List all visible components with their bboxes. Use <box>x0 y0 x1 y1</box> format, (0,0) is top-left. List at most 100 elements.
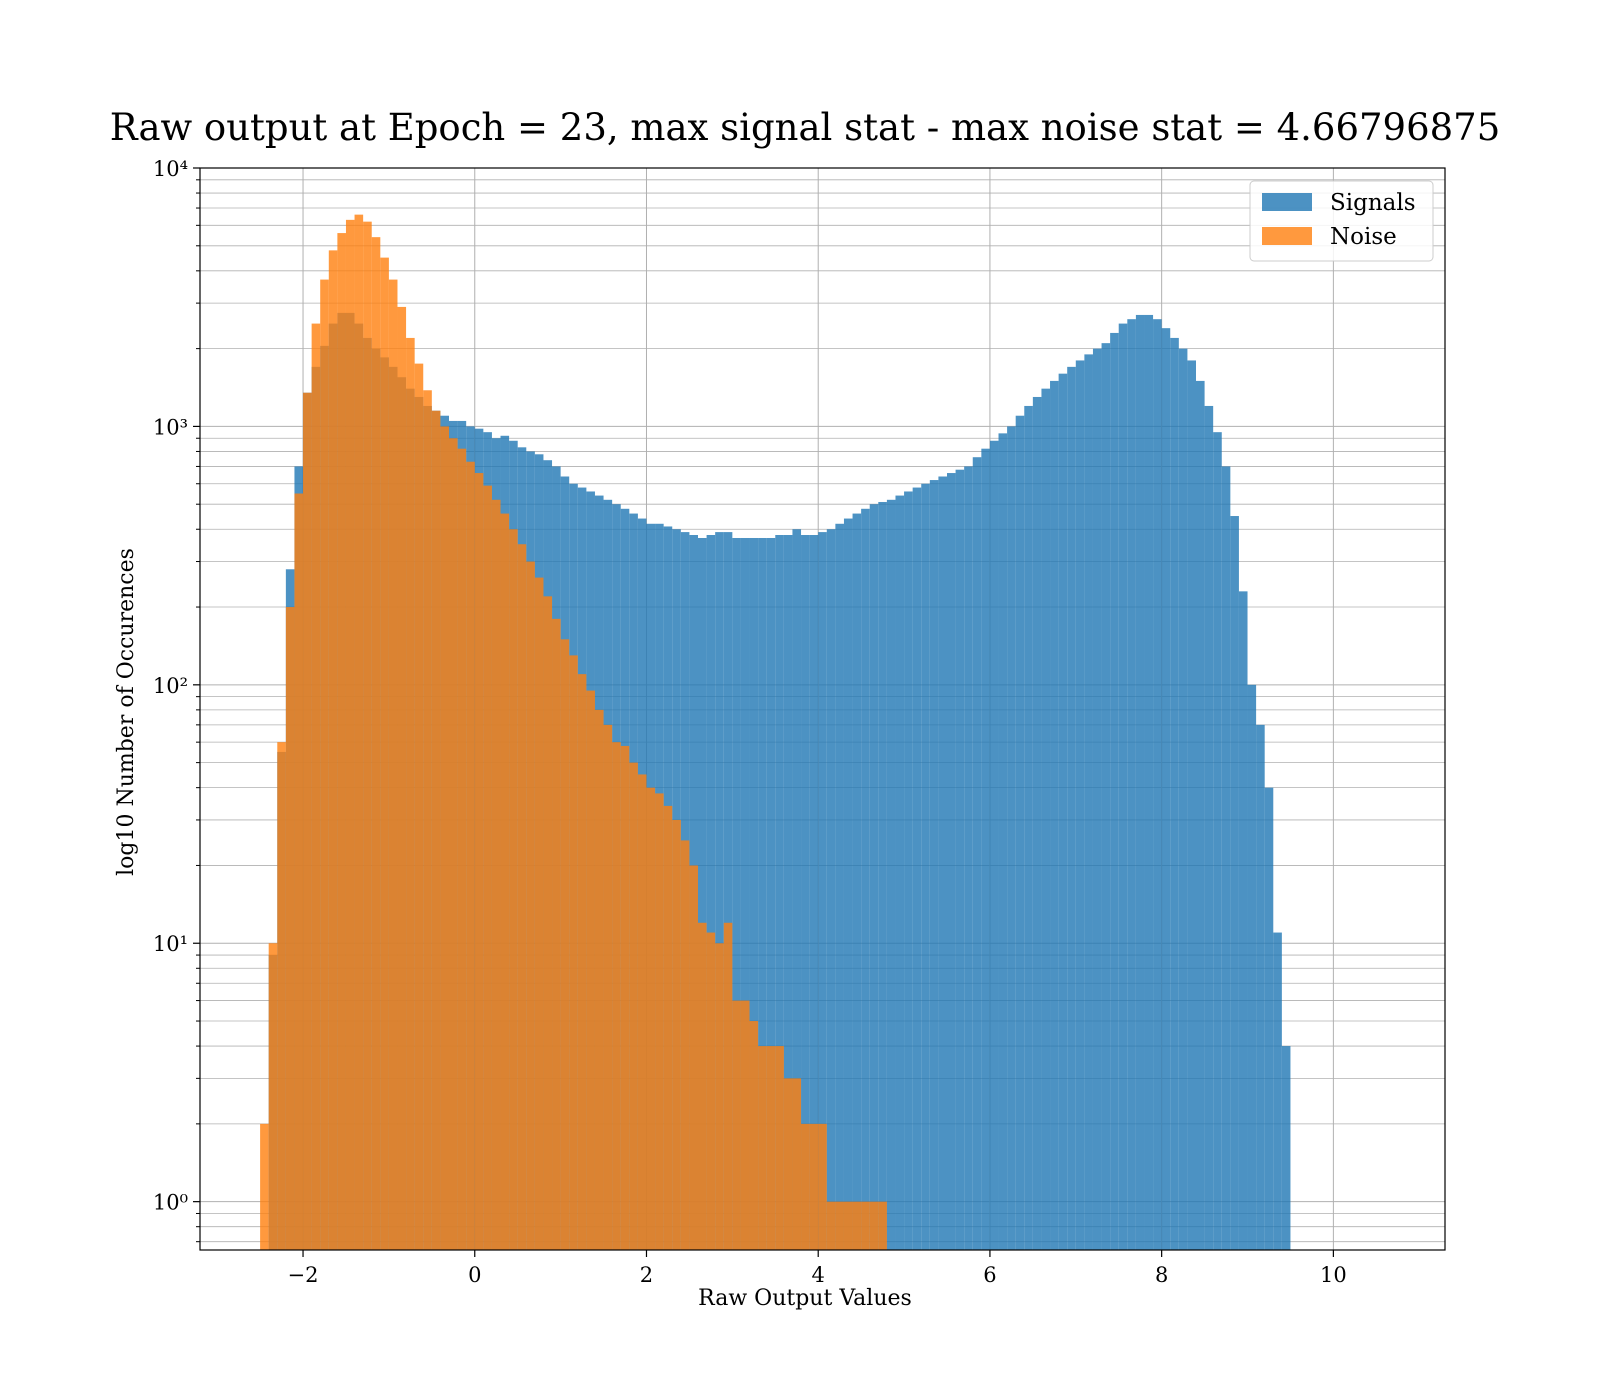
noise-bar <box>345 219 355 1250</box>
x-tick-label: 2 <box>640 1263 653 1287</box>
signals-bar <box>1092 348 1102 1251</box>
noise-bar <box>723 922 733 1250</box>
signals-bar <box>921 483 930 1250</box>
noise-bar <box>603 724 613 1250</box>
noise-bar <box>294 493 304 1250</box>
signals-bar <box>723 532 733 1250</box>
noise-bar <box>543 596 553 1250</box>
noise-bar <box>449 438 458 1250</box>
noise-bar <box>380 257 389 1250</box>
signals-bar <box>1101 343 1111 1251</box>
signals-bar <box>1221 466 1231 1250</box>
noise-bar <box>783 1078 793 1250</box>
noise-bar <box>534 577 544 1250</box>
signals-bar <box>852 513 862 1250</box>
y-axis-label: log10 Number of Occurences <box>114 548 139 876</box>
signals-bar <box>1015 415 1025 1250</box>
x-tick-label: 4 <box>812 1263 825 1287</box>
signals-bar <box>843 518 853 1250</box>
noise-bar <box>552 618 561 1250</box>
signals-bar <box>1213 432 1222 1250</box>
signals-bar <box>1024 405 1033 1251</box>
noise-bar <box>474 473 484 1250</box>
noise-bar <box>706 932 716 1250</box>
noise-bar <box>466 461 475 1250</box>
x-tick-label: −2 <box>288 1263 319 1287</box>
noise-bar <box>423 390 432 1250</box>
noise-bar <box>491 499 501 1251</box>
legend: Signals Noise <box>1249 180 1434 262</box>
noise-bar <box>594 709 604 1250</box>
signals-bar <box>758 537 767 1250</box>
signals-bar <box>1127 319 1136 1250</box>
signals-bar <box>1196 380 1205 1251</box>
signals-bar <box>895 495 905 1250</box>
signals-bar <box>1264 787 1274 1250</box>
signals-bar <box>878 501 887 1250</box>
signals-bar <box>955 469 965 1250</box>
signals-bar <box>1050 380 1059 1251</box>
signals-bar <box>1170 337 1179 1251</box>
legend-label-noise: Noise <box>1330 224 1397 250</box>
signals-bar <box>989 440 999 1250</box>
signals-bar <box>1110 332 1119 1250</box>
noise-bar <box>311 323 321 1251</box>
noise-bar <box>629 762 638 1250</box>
signals-bar <box>818 532 827 1250</box>
signals-bar <box>1007 426 1016 1250</box>
signals-bar <box>1273 932 1282 1250</box>
x-axis-label: Raw Output Values <box>698 1286 912 1311</box>
signals-bar <box>929 480 939 1250</box>
signals-bar <box>1084 354 1093 1250</box>
noise-bar <box>843 1201 853 1250</box>
signals-bar <box>1067 366 1076 1250</box>
noise-bar <box>406 337 415 1251</box>
signals-bar <box>1153 319 1162 1250</box>
signals-bar <box>1118 323 1128 1251</box>
noise-bar <box>732 1000 741 1250</box>
noise-bar <box>440 426 449 1250</box>
noise-bar <box>775 1046 784 1250</box>
noise-bar <box>354 214 364 1250</box>
y-tick-label: 10² <box>153 674 188 698</box>
noise-bar <box>826 1201 836 1250</box>
noise-bar <box>620 745 630 1250</box>
signals-bar <box>869 504 879 1250</box>
noise-bar <box>637 774 647 1250</box>
signals-bar <box>801 535 810 1250</box>
signals-bar <box>912 487 922 1250</box>
noise-bar <box>517 544 527 1250</box>
signals-bar <box>938 476 947 1251</box>
noise-bar <box>526 561 535 1250</box>
noise-bars <box>260 214 887 1251</box>
signals-bar <box>1032 396 1042 1250</box>
signals-bar <box>1161 328 1171 1250</box>
plot-frame <box>199 167 1446 1251</box>
signals-bar <box>835 523 844 1250</box>
noise-bar <box>689 865 698 1250</box>
signals-bar <box>809 535 819 1250</box>
noise-bar <box>655 793 664 1250</box>
signals-bar <box>1281 1046 1291 1250</box>
noise-bar <box>414 363 424 1250</box>
signals-bar <box>1178 348 1188 1251</box>
signals-bar <box>964 466 973 1250</box>
noise-bar <box>861 1201 870 1250</box>
noise-bar <box>663 805 673 1250</box>
noise-bar <box>509 529 518 1250</box>
noise-bar <box>715 943 724 1250</box>
signals-bar <box>775 535 784 1250</box>
signals-bar <box>972 457 982 1250</box>
y-tick-label: 10⁰ <box>153 1191 188 1215</box>
noise-bar <box>869 1201 879 1250</box>
signals-bar <box>1041 388 1051 1250</box>
x-tick-label: 10 <box>1320 1263 1347 1287</box>
signals-bar <box>861 508 870 1250</box>
noise-bar <box>698 922 707 1250</box>
signals-bar <box>766 537 776 1250</box>
signals-bar <box>1204 405 1214 1251</box>
noise-bar <box>835 1201 844 1250</box>
noise-bar <box>371 237 381 1250</box>
chart-title: Raw output at Epoch = 23, max signal sta… <box>110 106 1501 149</box>
